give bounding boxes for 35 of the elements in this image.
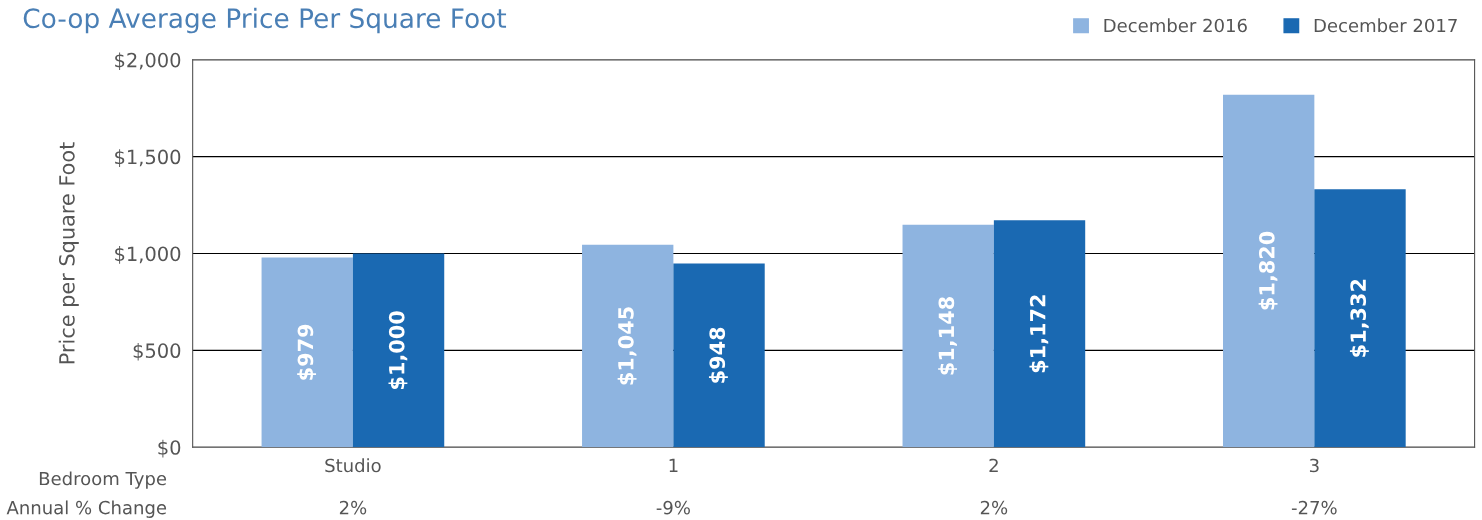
- x-tick-label: Studio: [325, 458, 381, 473]
- bar: [582, 244, 674, 448]
- data-label: $1,820: [1258, 231, 1278, 310]
- y-tick-label: $1,000: [115, 246, 181, 264]
- bar: [352, 253, 445, 448]
- text: 2%: [980, 500, 1008, 515]
- data-label: $1,045: [617, 307, 637, 385]
- data-label: $1,000: [388, 311, 408, 389]
- y-axis-title: Price per Square Foot: [58, 142, 79, 364]
- data-label: $1,148: [938, 297, 958, 375]
- y-tick-label: $0: [158, 439, 181, 458]
- x-tick-label: 3: [1309, 458, 1319, 473]
- x-tick-label: 2: [989, 458, 998, 473]
- data-label: $1,332: [1349, 279, 1369, 357]
- data-label: $979: [297, 324, 317, 380]
- bar: [673, 263, 765, 448]
- text: Annual % Change: [6, 500, 167, 518]
- bar: [902, 224, 994, 448]
- x-axis-title: Bedroom Type: [39, 471, 167, 489]
- text: 2%: [339, 500, 367, 515]
- text: -27%: [1291, 500, 1337, 515]
- bar: [1223, 94, 1315, 448]
- text: -9%: [656, 500, 690, 515]
- bar: [993, 220, 1086, 448]
- legend-label: December 2017: [1314, 18, 1457, 33]
- x-tick-label: 1: [669, 458, 678, 473]
- legend-label: December 2016: [1104, 18, 1247, 33]
- y-tick-label: $1,500: [115, 149, 181, 167]
- chart-title: Co-op Average Price Per Square Foot: [23, 7, 507, 34]
- bar: [1314, 189, 1406, 448]
- bar: [261, 257, 353, 448]
- y-tick-label: $500: [133, 342, 181, 361]
- data-label: $948: [708, 327, 728, 383]
- y-tick-label: $2,000: [115, 52, 181, 71]
- data-label: $1,172: [1029, 295, 1049, 373]
